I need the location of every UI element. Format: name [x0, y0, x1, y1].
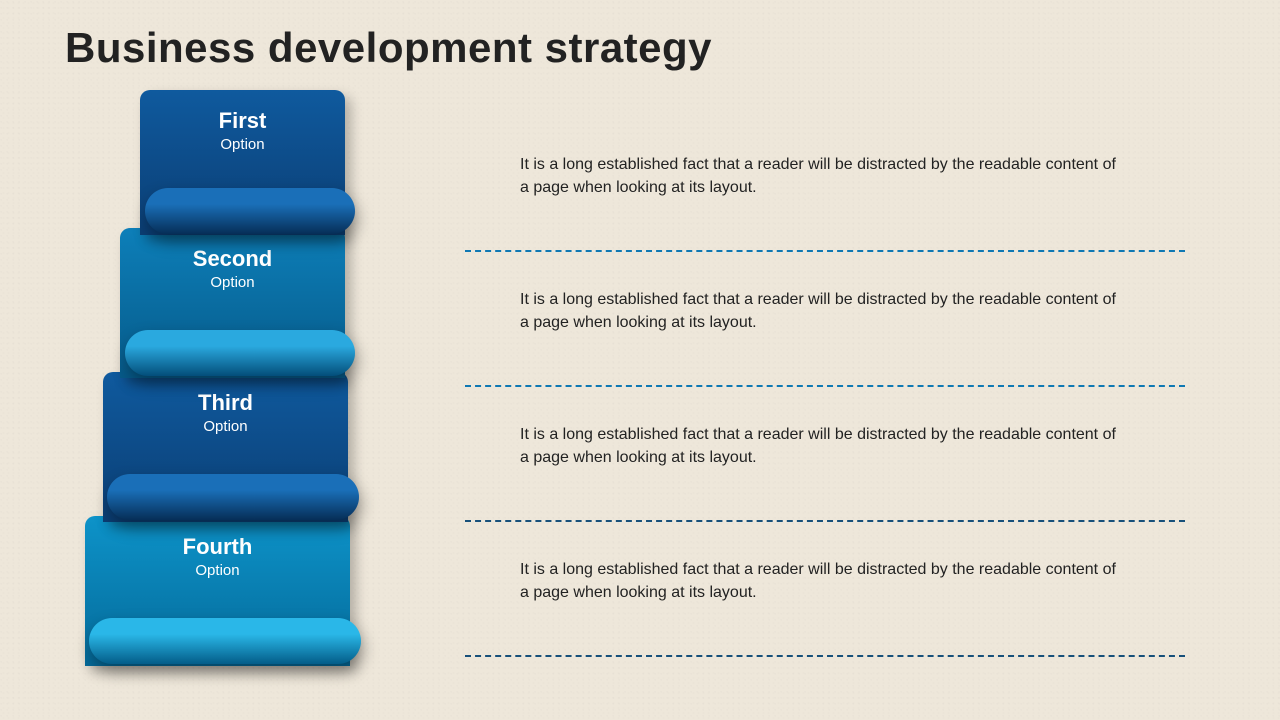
option-stack: First Option Second Option Third Option …	[85, 90, 375, 700]
description-block: It is a long established fact that a rea…	[465, 135, 1185, 270]
option-title: First	[140, 90, 345, 134]
description-block: It is a long established fact that a rea…	[465, 540, 1185, 675]
ribbon-curl-icon	[89, 618, 361, 664]
ribbon-curl-icon	[125, 330, 355, 376]
description-block: It is a long established fact that a rea…	[465, 405, 1185, 540]
option-subtitle: Option	[120, 272, 345, 291]
option-subtitle: Option	[103, 416, 348, 435]
description-text: It is a long established fact that a rea…	[465, 405, 1125, 469]
divider-line	[465, 655, 1185, 657]
description-text: It is a long established fact that a rea…	[465, 135, 1125, 199]
description-text: It is a long established fact that a rea…	[465, 540, 1125, 604]
option-subtitle: Option	[140, 134, 345, 153]
ribbon-curl-icon	[107, 474, 359, 520]
description-block: It is a long established fact that a rea…	[465, 270, 1185, 405]
slide-title: Business development strategy	[65, 24, 712, 72]
divider-line	[465, 250, 1185, 252]
divider-line	[465, 385, 1185, 387]
description-column: It is a long established fact that a rea…	[465, 135, 1185, 675]
option-subtitle: Option	[85, 560, 350, 579]
divider-line	[465, 520, 1185, 522]
option-title: Third	[103, 372, 348, 416]
option-title: Fourth	[85, 516, 350, 560]
description-text: It is a long established fact that a rea…	[465, 270, 1125, 334]
ribbon-curl-icon	[145, 188, 355, 234]
